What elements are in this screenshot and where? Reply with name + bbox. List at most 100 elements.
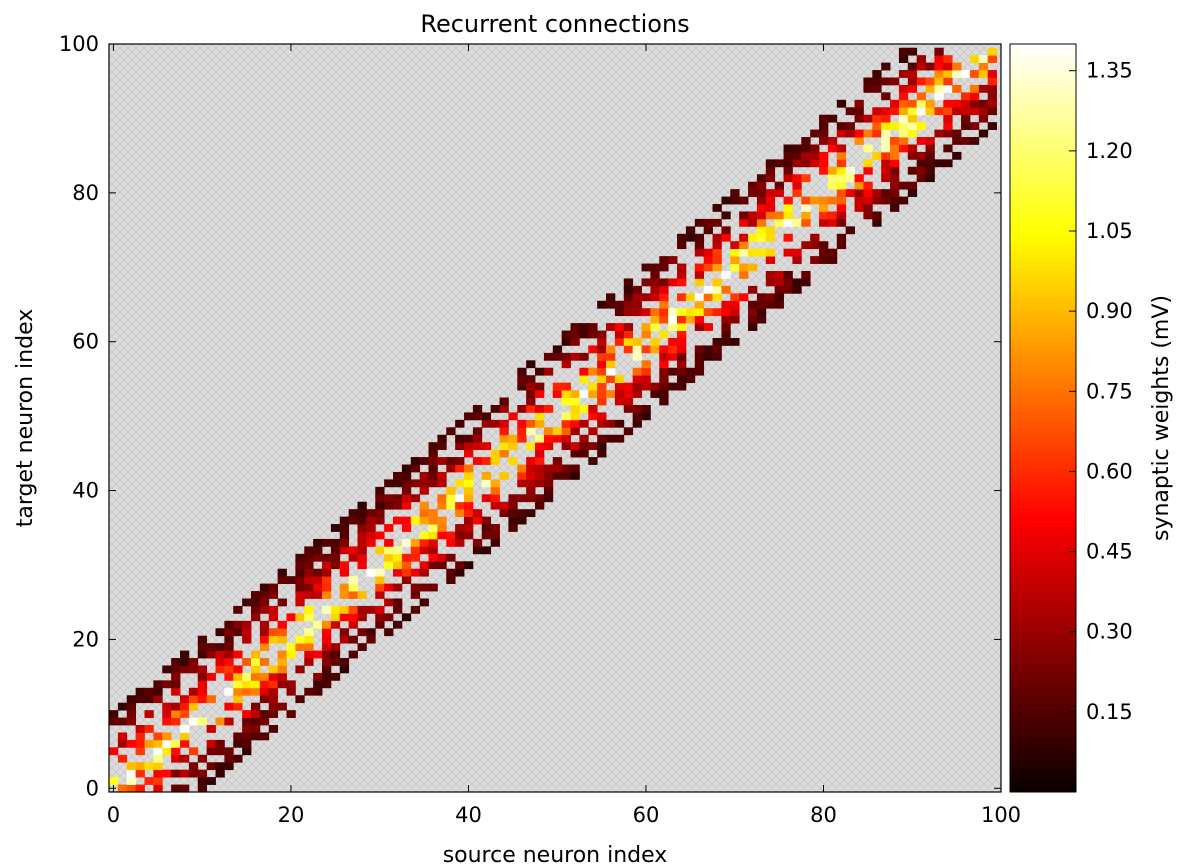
heatmap-cell <box>730 263 740 272</box>
heatmap-cell <box>117 739 128 748</box>
heatmap-cell <box>659 315 669 324</box>
heatmap-cell <box>668 315 678 324</box>
heatmap-cell <box>126 739 137 748</box>
heatmap-cell <box>437 457 447 465</box>
heatmap-cell <box>872 77 882 86</box>
heatmap-cell <box>268 613 279 622</box>
heatmap-cell <box>401 501 412 510</box>
heatmap-cell <box>277 658 287 666</box>
heatmap-cell <box>668 308 678 317</box>
x-tick-label: 40 <box>455 803 482 827</box>
heatmap-cell <box>277 598 287 607</box>
heatmap-cell <box>623 337 634 346</box>
heatmap-cell <box>304 591 314 599</box>
heatmap-cell <box>135 695 145 704</box>
heatmap-cell <box>375 576 385 584</box>
heatmap-cell <box>526 397 536 406</box>
heatmap-cell <box>535 419 545 428</box>
heatmap-cell <box>872 122 882 130</box>
heatmap-cell <box>428 457 438 465</box>
heatmap-cell <box>836 241 847 250</box>
heatmap-cell <box>464 412 474 421</box>
heatmap-cell <box>180 710 190 718</box>
heatmap-cell <box>730 293 740 302</box>
heatmap-cell <box>907 151 918 160</box>
heatmap-cell <box>357 561 367 570</box>
heatmap-cell <box>117 702 128 711</box>
heatmap-cell <box>774 285 784 294</box>
heatmap-cell <box>286 687 296 696</box>
heatmap-cell <box>943 84 953 93</box>
heatmap-cell <box>393 568 403 577</box>
heatmap-cell <box>819 204 829 212</box>
heatmap-cell <box>570 404 580 413</box>
heatmap-cell <box>943 144 953 153</box>
heatmap-cell <box>827 181 838 190</box>
heatmap-cell <box>322 553 332 562</box>
heatmap-cell <box>872 218 882 227</box>
heatmap-cell <box>535 404 545 413</box>
heatmap-cell <box>978 84 989 93</box>
heatmap-cell <box>561 397 571 406</box>
heatmap-cell <box>171 754 181 763</box>
heatmap-cell <box>987 70 997 78</box>
heatmap-cell <box>703 285 713 294</box>
heatmap-cell <box>215 747 225 756</box>
heatmap-cell <box>543 464 554 473</box>
heatmap-cell <box>535 464 545 473</box>
heatmap-cell <box>890 204 900 212</box>
heatmap-cell <box>943 62 953 71</box>
heatmap-cell <box>685 375 696 384</box>
heatmap-cell <box>446 576 456 584</box>
heatmap-cell <box>694 300 705 309</box>
heatmap-cell <box>863 144 873 153</box>
heatmap-cell <box>774 293 784 302</box>
heatmap-cell <box>242 717 252 726</box>
heatmap-cell <box>348 591 358 599</box>
heatmap-cell <box>499 471 509 480</box>
heatmap-cell <box>401 516 412 525</box>
heatmap-cell <box>721 285 731 294</box>
heatmap-cell <box>295 553 305 562</box>
heatmap-cell <box>251 605 261 614</box>
heatmap-cell <box>188 702 199 711</box>
heatmap-cell <box>526 382 536 391</box>
heatmap-cell <box>499 442 509 451</box>
heatmap-cell <box>570 323 580 331</box>
heatmap-cell <box>455 479 465 488</box>
heatmap-cell <box>952 99 962 108</box>
heatmap-cell <box>464 516 474 525</box>
heatmap-cell <box>801 144 811 153</box>
heatmap-cell <box>242 687 252 696</box>
heatmap-cell <box>259 620 270 629</box>
heatmap-cell <box>295 583 305 592</box>
heatmap-cell <box>180 650 190 659</box>
heatmap-cell <box>481 524 492 532</box>
heatmap-cell <box>659 390 669 398</box>
heatmap-cell <box>712 278 722 287</box>
heatmap-cell <box>543 486 554 495</box>
heatmap-cell <box>526 442 536 451</box>
heatmap-cell <box>810 196 820 205</box>
heatmap-cell <box>881 77 891 86</box>
heatmap-cell <box>916 151 926 160</box>
heatmap-cell <box>357 591 367 599</box>
heatmap-cell <box>765 293 776 302</box>
heatmap-cell <box>419 516 429 525</box>
heatmap-cell <box>304 546 314 555</box>
heatmap-cell <box>259 598 270 607</box>
heatmap-cell <box>721 337 731 346</box>
heatmap-cell <box>739 211 749 220</box>
heatmap-cell <box>455 457 465 465</box>
heatmap-cell <box>304 613 314 622</box>
heatmap-cell <box>366 605 376 614</box>
heatmap-cell <box>304 643 314 651</box>
heatmap-cell <box>259 583 270 592</box>
heatmap-cell <box>597 434 607 443</box>
heatmap-cell <box>508 412 518 421</box>
heatmap-cell <box>561 427 571 436</box>
heatmap-cell <box>348 576 358 584</box>
heatmap-cell <box>748 323 758 331</box>
heatmap-cell <box>703 226 713 235</box>
heatmap-cell <box>526 471 536 480</box>
